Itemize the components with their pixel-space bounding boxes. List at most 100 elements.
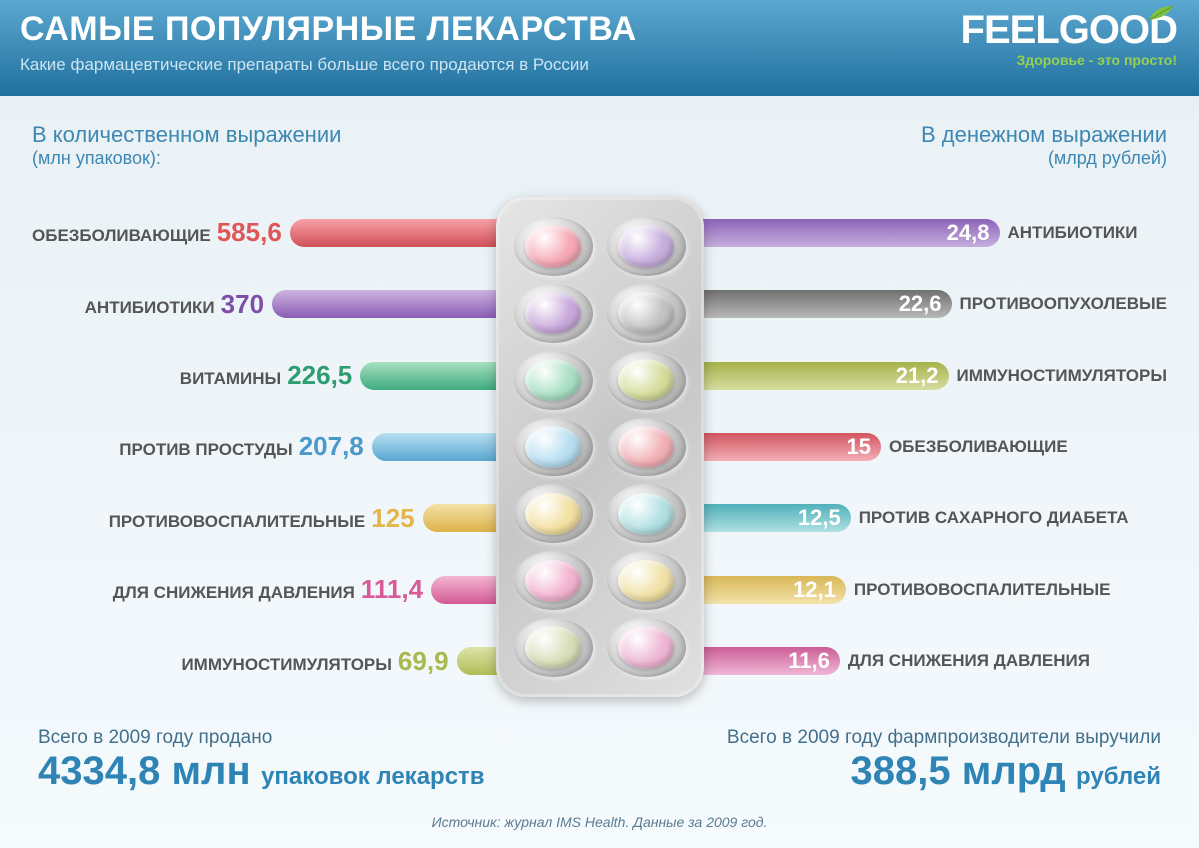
pill-socket: [607, 351, 686, 410]
bar: [423, 504, 500, 532]
pill-icon: [525, 626, 582, 668]
pill-socket: [607, 484, 686, 543]
left-column-heading: В количественном выражении (млн упаковок…: [32, 122, 341, 169]
left-row: ОБЕЗБОЛИВАЮЩИЕ585,6: [32, 197, 496, 268]
logo-text: FEELGOOD: [961, 10, 1177, 50]
category-label: ПРОТИВОВОСПАЛИТЕЛЬНЫЕ: [854, 580, 1111, 599]
right-row-text: АНТИБИОТИКИ: [1008, 223, 1138, 243]
right-column-heading: В денежном выражении (млрд рублей): [921, 122, 1167, 169]
category-value: 125: [371, 503, 414, 533]
column-headers: В количественном выражении (млн упаковок…: [32, 122, 1167, 169]
pill-icon: [618, 359, 675, 401]
right-row-text: ПРОТИВОВОСПАЛИТЕЛЬНЫЕ: [854, 580, 1111, 600]
category-value: 111,4: [361, 574, 423, 604]
bar: [290, 219, 500, 247]
bar-value: 22,6: [899, 291, 942, 317]
category-value: 585,6: [217, 217, 282, 247]
left-row-text: ОБЕЗБОЛИВАЮЩИЕ585,6: [32, 217, 282, 248]
total-left-line1: Всего в 2009 году продано: [38, 727, 485, 749]
right-heading-line1: В денежном выражении: [921, 122, 1167, 148]
left-heading-line2: (млн упаковок):: [32, 148, 341, 169]
right-row-text: ИММУНОСТИМУЛЯТОРЫ: [957, 366, 1167, 386]
category-label: ПРОТИВ ПРОСТУДЫ: [119, 440, 292, 459]
bar: 12,5: [700, 504, 851, 532]
content: В количественном выражении (млн упаковок…: [0, 98, 1199, 830]
bar: 15: [700, 433, 881, 461]
bar: [360, 362, 499, 390]
left-row: ПРОТИВОВОСПАЛИТЕЛЬНЫЕ 125: [32, 483, 496, 554]
pill-socket: [607, 217, 686, 276]
totals: Всего в 2009 году продано 4334,8 млн упа…: [32, 727, 1167, 794]
right-heading-line2: (млрд рублей): [921, 148, 1167, 169]
total-left-value: 4334,8 млн: [38, 749, 251, 793]
right-row: 24,8 АНТИБИОТИКИ: [704, 197, 1168, 268]
bar: 21,2: [700, 362, 949, 390]
left-row-text: ВИТАМИНЫ 226,5: [180, 360, 352, 391]
pill-icon: [525, 292, 582, 334]
left-row: ПРОТИВ ПРОСТУДЫ 207,8: [32, 411, 496, 482]
category-value: 69,9: [398, 646, 449, 676]
category-label: ОБЕЗБОЛИВАЮЩИЕ: [889, 437, 1068, 456]
blister-pack: [496, 197, 704, 697]
logo-feel: FEEL: [961, 8, 1059, 52]
category-label: ИММУНОСТИМУЛЯТОРЫ: [957, 366, 1167, 385]
bar-value: 24,8: [947, 220, 990, 246]
category-label: ВИТАМИНЫ: [180, 369, 281, 388]
pill-socket: [607, 551, 686, 610]
total-right-line1: Всего в 2009 году фармпроизводители выру…: [727, 727, 1161, 749]
pill-socket: [514, 217, 593, 276]
pill-icon: [525, 359, 582, 401]
pill-icon: [618, 426, 675, 468]
pill-socket: [514, 484, 593, 543]
category-label: ДЛЯ СНИЖЕНИЯ ДАВЛЕНИЯ: [848, 651, 1090, 670]
pill-icon: [525, 560, 582, 602]
pill-icon: [618, 560, 675, 602]
bar: 11,6: [700, 647, 840, 675]
category-label: АНТИБИОТИКИ: [85, 298, 215, 317]
pill-socket: [607, 418, 686, 477]
pill-icon: [618, 225, 675, 267]
logo-tagline: Здоровье - это просто!: [961, 52, 1177, 68]
pill-socket: [607, 284, 686, 343]
category-value: 226,5: [287, 360, 352, 390]
bar: [272, 290, 499, 318]
bar-value: 11,6: [788, 648, 830, 674]
category-label: ПРОТИВООПУХОЛЕВЫЕ: [960, 294, 1167, 313]
left-row-text: ИММУНОСТИМУЛЯТОРЫ69,9: [181, 646, 448, 677]
pill-socket: [514, 284, 593, 343]
total-right: Всего в 2009 году фармпроизводители выру…: [727, 727, 1161, 794]
right-row: 15 ОБЕЗБОЛИВАЮЩИЕ: [704, 411, 1168, 482]
bar-value: 21,2: [896, 363, 939, 389]
pill-icon: [525, 426, 582, 468]
pill-icon: [525, 225, 582, 267]
logo: FEELGOOD Здоровье - это просто!: [961, 10, 1177, 68]
bar: 22,6: [700, 290, 952, 318]
total-right-unit: рублей: [1076, 763, 1161, 790]
right-row-text: ПРОТИВ САХАРНОГО ДИАБЕТА: [859, 508, 1129, 528]
category-value: 207,8: [299, 431, 364, 461]
bar-value: 15: [846, 434, 870, 460]
pill-socket: [607, 618, 686, 677]
leaf-icon: [1147, 4, 1175, 22]
category-label: ПРОТИВ САХАРНОГО ДИАБЕТА: [859, 508, 1129, 527]
total-left: Всего в 2009 году продано 4334,8 млн упа…: [38, 727, 485, 794]
right-row: 12,5ПРОТИВ САХАРНОГО ДИАБЕТА: [704, 483, 1168, 554]
category-label: ПРОТИВОВОСПАЛИТЕЛЬНЫЕ: [109, 512, 366, 531]
pill-icon: [618, 493, 675, 535]
bar: [457, 647, 500, 675]
left-row-text: ДЛЯ СНИЖЕНИЯ ДАВЛЕНИЯ 111,4: [113, 574, 423, 605]
bar: [431, 576, 499, 604]
source-citation: Источник: журнал IMS Health. Данные за 2…: [32, 814, 1167, 830]
category-label: АНТИБИОТИКИ: [1008, 223, 1138, 242]
right-row: 12,1 ПРОТИВОВОСПАЛИТЕЛЬНЫЕ: [704, 554, 1168, 625]
left-row: ВИТАМИНЫ 226,5: [32, 340, 496, 411]
bar-value: 12,1: [793, 577, 836, 603]
right-row-text: ДЛЯ СНИЖЕНИЯ ДАВЛЕНИЯ: [848, 651, 1090, 671]
pill-socket: [514, 418, 593, 477]
pill-socket: [514, 618, 593, 677]
left-row: ДЛЯ СНИЖЕНИЯ ДАВЛЕНИЯ 111,4: [32, 554, 496, 625]
pill-socket: [514, 351, 593, 410]
pill-icon: [618, 626, 675, 668]
category-label: ДЛЯ СНИЖЕНИЯ ДАВЛЕНИЯ: [113, 583, 355, 602]
bar: 24,8: [700, 219, 1000, 247]
